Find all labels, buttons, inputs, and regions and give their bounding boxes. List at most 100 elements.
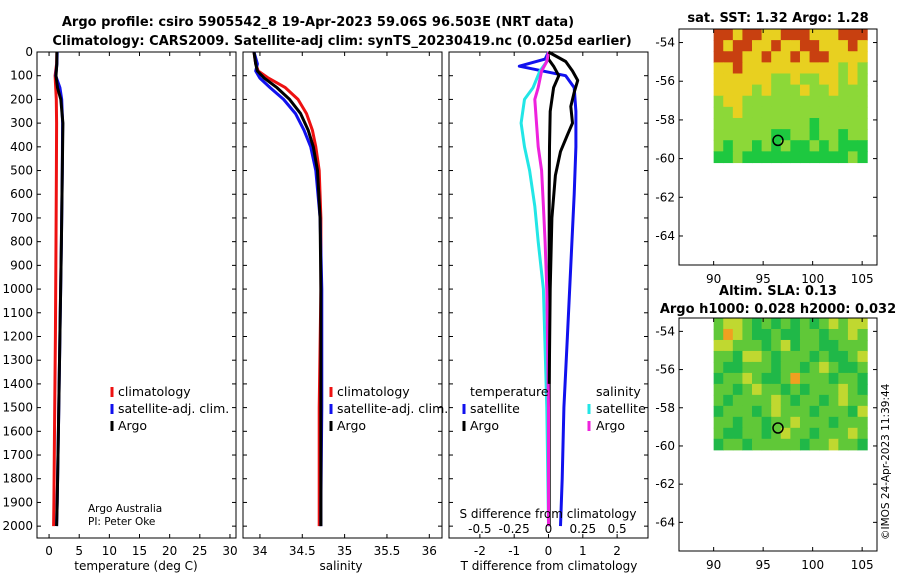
map-cell <box>857 427 868 440</box>
map-cell <box>799 383 811 396</box>
x-tick-label: 34.5 <box>289 544 316 558</box>
map-cell <box>828 29 839 41</box>
map-cell <box>752 62 763 75</box>
t-difference-axis-ticks: -2 -1 0 1 2 <box>474 52 621 558</box>
map-cell <box>828 62 839 75</box>
map-cell <box>780 62 791 75</box>
map-cell <box>771 140 782 152</box>
map-cell <box>713 405 724 418</box>
map-cell <box>771 438 782 451</box>
salinity-profiles <box>252 51 324 527</box>
sst-map-ticks: 90 95 100 105 -54 -56 -58 -60 -62 -64 <box>655 29 877 286</box>
lon-tick-label: 105 <box>851 558 874 572</box>
map-cell <box>828 106 839 119</box>
map-cell <box>723 361 734 374</box>
map-cell <box>732 427 744 440</box>
map-cell <box>838 372 849 385</box>
map-cell <box>819 361 830 374</box>
map-cell <box>799 84 811 97</box>
map-cell <box>857 140 868 152</box>
map-cell <box>742 438 753 451</box>
map-cell <box>809 151 820 164</box>
map-cell <box>799 416 811 429</box>
map-cell <box>819 405 830 418</box>
map-cell <box>790 95 801 108</box>
map-cell <box>732 117 744 130</box>
map-cell <box>819 84 830 97</box>
map-cell <box>790 73 801 86</box>
temperature-difference-legend: temperature satellite Argo <box>462 384 549 433</box>
map-cell <box>828 416 839 429</box>
map-cell <box>799 318 811 330</box>
map-cell <box>752 438 763 451</box>
map-cell <box>752 405 763 418</box>
map-cell <box>790 151 801 164</box>
map-cell <box>819 140 830 152</box>
map-cell <box>838 151 849 164</box>
map-cell <box>732 84 744 97</box>
lat-tick-label: -58 <box>655 401 675 415</box>
map-cell <box>847 117 859 130</box>
map-cell <box>713 29 724 41</box>
sst-heatmap <box>713 29 868 164</box>
map-cell <box>857 106 868 119</box>
temperature-panel: 0100200300400500600700800900100011001200… <box>2 45 237 573</box>
sst-map-title: sat. SST: 1.32 Argo: 1.28 <box>687 11 868 26</box>
map-cell <box>723 140 734 152</box>
depth-tick-label: 700 <box>10 211 33 225</box>
map-cell <box>713 383 724 396</box>
map-cell <box>761 106 772 119</box>
map-cell <box>713 427 724 440</box>
sla-map-title: Altim. SLA: 0.13 <box>719 284 837 299</box>
map-cell <box>752 361 763 374</box>
map-cell <box>761 394 772 407</box>
map-cell <box>723 416 734 429</box>
depth-tick-label: 1800 <box>2 472 33 486</box>
map-cell <box>828 438 839 451</box>
map-cell <box>713 318 724 330</box>
map-cell <box>742 40 753 52</box>
legend-satellite-adj-clim: satellite-adj. clim. <box>118 401 229 416</box>
map-cell <box>732 151 744 164</box>
map-cell <box>819 383 830 396</box>
map-cell <box>732 95 744 108</box>
map-cell <box>857 73 868 86</box>
map-cell <box>809 140 820 152</box>
credit-line1: Argo Australia <box>88 503 162 515</box>
profile-line-temperature-satellite <box>517 51 578 527</box>
map-cell <box>790 51 801 63</box>
map-cell <box>819 73 830 86</box>
map-cell <box>809 361 820 374</box>
map-cell <box>742 95 753 108</box>
sla-map-ticks: 90 95 100 105 -54 -56 -58 -60 -62 -64 <box>655 318 877 572</box>
map-cell <box>761 117 772 130</box>
map-cell <box>828 339 839 352</box>
map-cell <box>857 350 868 363</box>
lon-tick-label: 100 <box>801 558 824 572</box>
map-cell <box>752 350 763 363</box>
map-cell <box>828 51 839 63</box>
map-cell <box>790 117 801 130</box>
map-cell <box>790 106 801 119</box>
map-cell <box>732 416 744 429</box>
map-cell <box>838 95 849 108</box>
map-cell <box>780 427 791 440</box>
map-cell <box>752 318 763 330</box>
map-cell <box>780 29 791 41</box>
map-cell <box>771 29 782 41</box>
map-cell <box>732 394 744 407</box>
depth-tick-label: 900 <box>10 258 33 272</box>
map-cell <box>857 95 868 108</box>
x-tick-label: -2 <box>474 544 486 558</box>
map-cell <box>799 151 811 164</box>
map-cell <box>713 339 724 352</box>
map-cell <box>819 372 830 385</box>
map-cell <box>799 350 811 363</box>
map-cell <box>780 438 791 451</box>
lat-tick-label: -58 <box>655 113 675 127</box>
map-cell <box>799 62 811 75</box>
map-cell <box>713 62 724 75</box>
map-cell <box>742 51 753 63</box>
map-cell <box>857 361 868 374</box>
map-cell <box>713 84 724 97</box>
